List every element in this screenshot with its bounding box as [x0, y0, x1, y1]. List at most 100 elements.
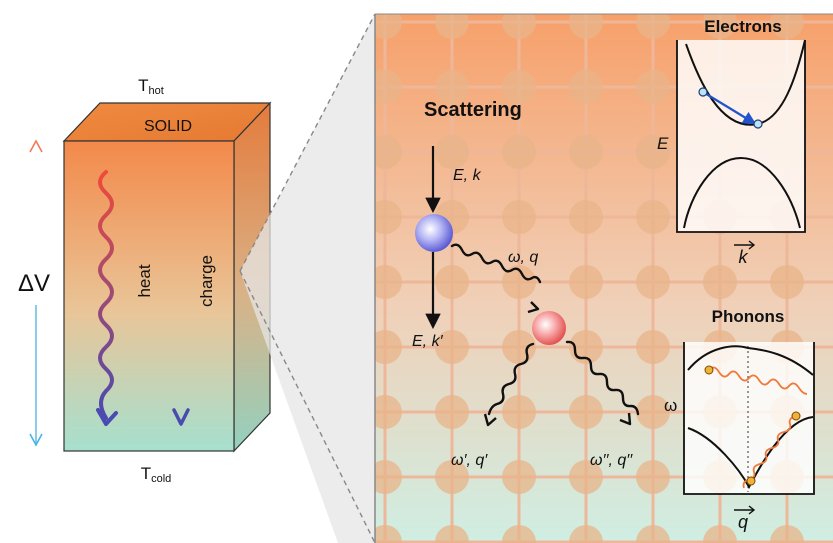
lattice-atom: [435, 525, 469, 543]
lattice-atom: [375, 330, 402, 364]
phonons-x-label-vector-head: [748, 505, 756, 515]
solid-front-face: [63, 140, 235, 452]
emitted-phonon-arrowhead: [527, 301, 540, 314]
lattice-atom: [435, 395, 469, 429]
phonons-x-label: q: [738, 512, 748, 532]
lattice-atom: [502, 14, 536, 39]
electron-transition-arrow: [702, 91, 757, 125]
zoom-line-bottom: [239, 270, 376, 543]
t-cold-label: Tcold: [141, 464, 172, 485]
lattice-atom: [435, 135, 469, 169]
lattice-atom: [569, 395, 603, 429]
lattice-atom: [569, 460, 603, 494]
electrons-axes: [676, 40, 806, 233]
lattice-atom: [502, 70, 536, 104]
lattice-atom: [703, 525, 737, 543]
phonon1-label: ω′, q′: [451, 452, 488, 469]
valence-band: [683, 156, 801, 229]
phonon2-arrowhead: [619, 412, 632, 426]
phonon1-arrowhead: [483, 413, 497, 427]
charge-arrowhead: [172, 408, 190, 426]
lattice-atom: [435, 70, 469, 104]
optical-branch: [687, 345, 814, 376]
lattice-atom: [770, 525, 804, 543]
electrons-x-label: k: [739, 247, 749, 267]
lattice-atom: [375, 525, 402, 543]
lattice-atom: [569, 70, 603, 104]
inset-plot-background: [677, 40, 805, 232]
lattice-atom: [569, 135, 603, 169]
lattice-atom: [435, 330, 469, 364]
lattice-atom: [375, 395, 402, 429]
lattice-atom: [770, 265, 804, 299]
lattice-atom: [375, 200, 402, 234]
lattice-atom: [435, 265, 469, 299]
phonon-state-3: [746, 476, 756, 486]
lattice-atom: [502, 135, 536, 169]
phonon-state-1: [704, 365, 714, 375]
solid-top-label: SOLID: [144, 118, 192, 135]
scattering-title: Scattering: [424, 99, 522, 121]
heat-arrowhead: [96, 408, 118, 426]
phonons-panel: Phonons ω q: [664, 307, 815, 532]
electrons-title: Electrons: [704, 17, 781, 36]
charge-label: charge: [197, 255, 216, 307]
electron-particle: [415, 214, 453, 252]
solid-block: [62, 101, 272, 453]
zoom-line-top: [239, 13, 376, 272]
lattice-atom: [636, 135, 670, 169]
electrons-y-label: E: [657, 134, 669, 153]
phonons-y-label: ω: [664, 396, 677, 415]
phonon-particle: [532, 311, 566, 345]
phonons-title: Phonons: [712, 307, 785, 326]
phonon2-wave: [565, 340, 640, 416]
lattice-atom: [636, 525, 670, 543]
lattice-atom: [375, 265, 402, 299]
lattice-atom: [636, 70, 670, 104]
outgoing-label: E, k′: [412, 333, 444, 350]
zoom-cone: [240, 14, 375, 543]
electron-final-state: [753, 119, 763, 129]
lattice-atom: [375, 14, 402, 39]
lattice-atom: [502, 265, 536, 299]
phonon1-wave: [487, 342, 535, 416]
lattice-atom: [636, 265, 670, 299]
lattice-atom: [502, 200, 536, 234]
lattice-atom: [636, 330, 670, 364]
phonon2-label: ω′′, q′′: [590, 452, 633, 469]
phonon-label: ω, q: [508, 249, 538, 266]
lattice-atom: [435, 14, 469, 39]
phonon-state-2: [791, 411, 801, 421]
lattice-atom: [502, 460, 536, 494]
incoming-label: E, k: [453, 167, 482, 184]
phonons-axes: [683, 342, 815, 495]
electrons-panel: Electrons E k: [657, 17, 806, 267]
lattice-atom: [569, 265, 603, 299]
lattice-atom: [502, 330, 536, 364]
electrons-x-label-vector-head: [748, 240, 756, 250]
emitted-phonon-wave: [450, 243, 542, 284]
lattice-atom: [770, 14, 804, 39]
voltage-label: ΔV: [18, 270, 50, 297]
lattice-atom: [375, 460, 402, 494]
electron-initial-state: [698, 87, 708, 97]
lattice-atom: [636, 200, 670, 234]
lattice-atom: [569, 525, 603, 543]
heat-label: heat: [135, 264, 154, 297]
lattice-atom: [435, 460, 469, 494]
lattice-atom: [703, 14, 737, 39]
lattice: [375, 14, 833, 543]
lattice-atom: [636, 460, 670, 494]
lattice-atom: [636, 395, 670, 429]
lattice-atom: [502, 395, 536, 429]
lattice-atom: [502, 525, 536, 543]
lattice-atom: [569, 200, 603, 234]
lattice-atom: [569, 14, 603, 39]
voltage-arrow: [29, 139, 43, 447]
lattice-atom: [703, 265, 737, 299]
phonon-process-wave-2: [742, 415, 797, 489]
lattice-atom: [375, 135, 402, 169]
lattice-atom: [636, 14, 670, 39]
phonon-process-wave-1: [708, 366, 808, 395]
